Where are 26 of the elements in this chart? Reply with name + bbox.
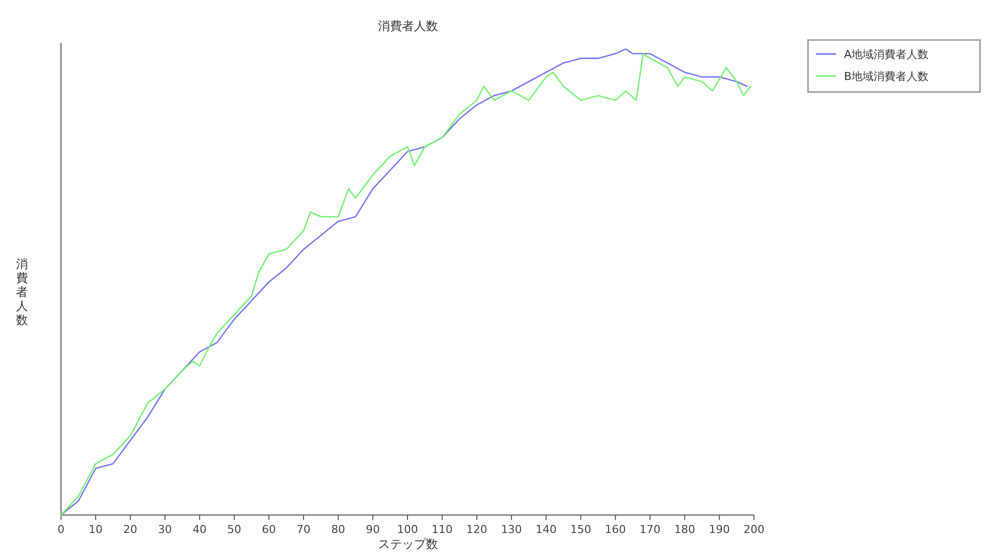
x-tick-label: 100 [397, 523, 418, 536]
x-tick-label: 30 [158, 523, 172, 536]
legend-label: A地域消費者人数 [844, 48, 929, 61]
x-tick-label: 10 [88, 523, 103, 536]
x-tick-label: 110 [432, 523, 453, 536]
x-tick-label: 130 [500, 523, 522, 536]
x-tick-label: 120 [466, 523, 488, 536]
x-tick-label: 170 [640, 523, 661, 536]
chart-title: 消費者人数 [378, 19, 438, 33]
x-tick-label: 190 [708, 523, 730, 536]
x-tick-label: 40 [192, 523, 207, 536]
x-tick-label: 180 [674, 523, 696, 536]
x-tick-label: 70 [296, 523, 311, 536]
x-axis-title: ステップ数 [378, 537, 438, 551]
x-tick-label: 50 [227, 523, 242, 536]
y-axis-title: 消費者人数 [16, 257, 28, 327]
x-tick-label: 80 [331, 523, 346, 536]
x-tick-label: 150 [570, 523, 592, 536]
x-tick-label: 90 [366, 523, 380, 536]
x-tick-label: 0 [58, 523, 64, 536]
legend-label: B地域消費者人数 [844, 70, 929, 83]
x-tick-label: 60 [262, 523, 276, 536]
x-tick-label: 200 [744, 523, 764, 536]
x-tick-label: 140 [536, 523, 557, 536]
x-tick-label: 160 [604, 523, 626, 536]
x-tick-label: 20 [123, 523, 138, 536]
